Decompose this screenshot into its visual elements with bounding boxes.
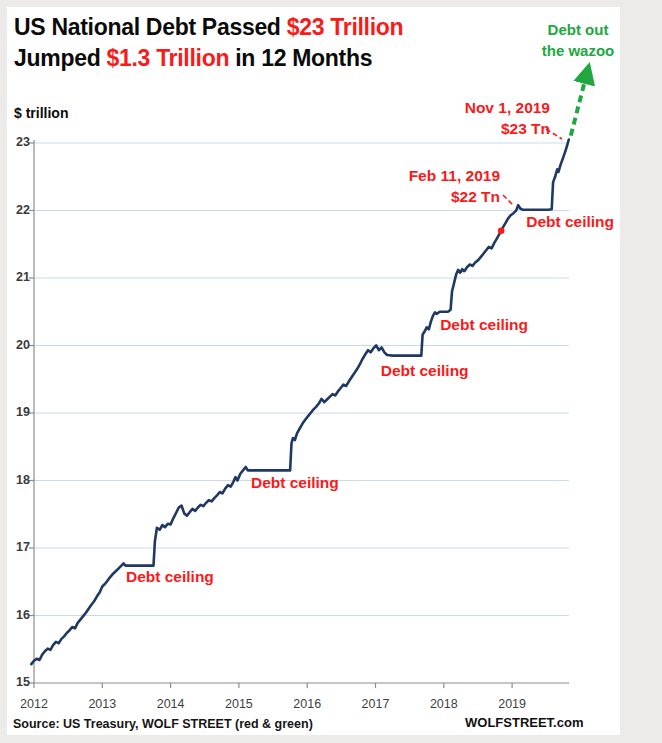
x-tick-label: 2019 [490,697,534,711]
feb-2019-callout-value: $22 Tn [409,186,500,207]
debt-ceiling-label: Debt ceiling [251,474,339,492]
debt-ceiling-label: Debt ceiling [126,568,214,586]
feb-2019-callout-date: Feb 11, 2019 [409,165,500,186]
x-tick-label: 2012 [12,697,56,711]
title-segment: in 12 Months [229,45,372,71]
nov-2019-callout: Nov 1, 2019 $23 Tn [465,97,550,139]
y-tick-label: 21 [2,270,30,284]
nov-2019-callout-date: Nov 1, 2019 [465,97,550,118]
title-segment: $23 Trillion [287,14,404,40]
title-segment: US National Debt Passed [14,14,287,40]
y-tick-label: 22 [2,203,30,217]
source-note: Source: US Treasury, WOLF STREET (red & … [13,717,313,731]
x-tick-label: 2013 [80,697,124,711]
y-tick-label: 23 [2,135,30,149]
y-tick-label: 15 [2,675,30,689]
y-tick-label: 18 [2,473,30,487]
site-brand: WOLFSTREET.com [465,715,583,730]
x-tick-label: 2014 [149,697,193,711]
y-tick-label: 19 [2,405,30,419]
wazoo-annotation: Debt out the wazoo [532,19,624,61]
y-tick-label: 20 [2,338,30,352]
title-segment: Jumped [14,45,106,71]
title-segment: $1.3 Trillion [106,45,229,71]
y-tick-label: 17 [2,540,30,554]
chart-title-line-2: Jumped $1.3 Trillion in 12 Months [14,45,372,72]
debt-chart-screenshot: US National Debt Passed $23 Trillion Jum… [0,0,662,743]
x-tick-label: 2015 [217,697,261,711]
x-tick-label: 2018 [422,697,466,711]
debt-ceiling-label: Debt ceiling [526,213,614,231]
wazoo-annotation-line1: Debt out [532,19,624,40]
debt-ceiling-label: Debt ceiling [381,362,469,380]
y-tick-label: 16 [2,608,30,622]
nov-2019-callout-value: $23 Tn [465,118,550,139]
x-tick-label: 2017 [354,697,398,711]
wazoo-annotation-line2: the wazoo [532,40,624,61]
chart-title-line-1: US National Debt Passed $23 Trillion [14,14,403,41]
y-axis-unit-label: $ trillion [14,105,68,121]
x-tick-label: 2016 [285,697,329,711]
debt-ceiling-label: Debt ceiling [440,316,528,334]
feb-2019-callout: Feb 11, 2019 $22 Tn [409,165,500,207]
